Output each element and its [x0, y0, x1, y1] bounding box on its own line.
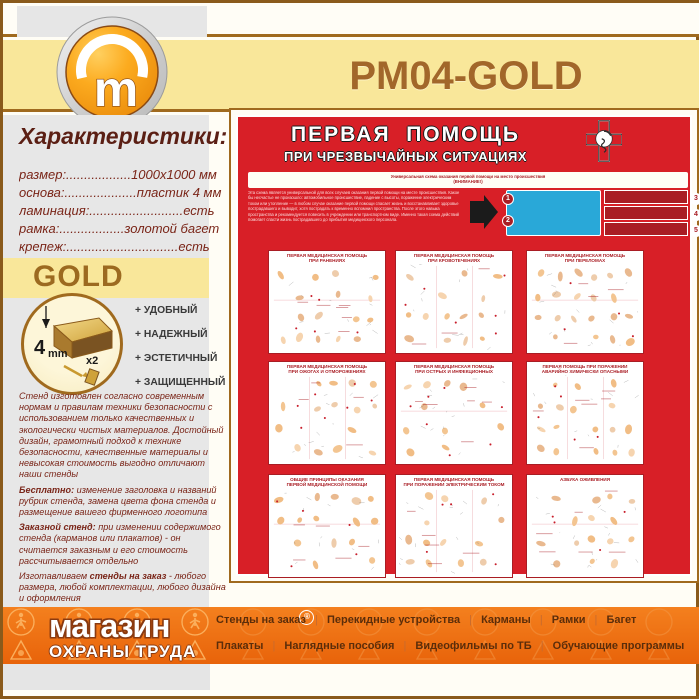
- svg-text:mm: mm: [48, 348, 68, 360]
- svg-text:x2: x2: [86, 355, 98, 367]
- svg-text:m: m: [94, 61, 138, 117]
- svg-text:4: 4: [34, 337, 46, 359]
